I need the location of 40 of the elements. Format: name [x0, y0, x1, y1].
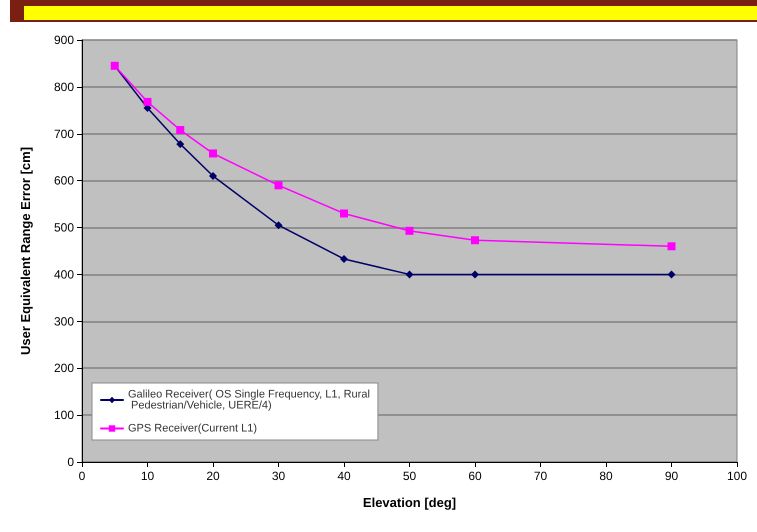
y-tick-label: 800: [54, 80, 74, 94]
y-tick-label: 500: [54, 220, 74, 235]
point: [144, 98, 152, 106]
legend-label: Galileo Receiver( OS Single Frequency, L1, Rural Pedestrian/Vehicle, UERE/4): [128, 388, 370, 412]
y-tick-label: 400: [54, 267, 74, 282]
x-tick-label: 60: [468, 469, 482, 483]
point: [406, 270, 414, 278]
point: [274, 221, 282, 230]
point: [209, 149, 217, 158]
x-tick-label: 20: [206, 469, 220, 483]
x-tick-label: 100: [726, 469, 748, 483]
point: [668, 270, 676, 278]
point: [668, 242, 676, 250]
y-tick-label: 100: [54, 408, 74, 422]
y-tick-label: 600: [54, 174, 74, 188]
y-axis-title: User Equivalent Range Error [cm]: [18, 146, 33, 356]
y-tick-label: 900: [54, 33, 74, 47]
point: [471, 236, 479, 244]
y-tick-label: 200: [54, 361, 74, 376]
point: [406, 226, 414, 235]
point: [176, 126, 184, 134]
point: [340, 254, 348, 263]
y-tick-label: 0: [67, 455, 74, 469]
x-tick-label: 70: [534, 469, 548, 483]
legend-label: GPS Receiver(Current L1): [128, 422, 257, 434]
x-axis-title: Elevation [deg]: [362, 495, 456, 510]
x-tick-label: 0: [78, 469, 86, 483]
x-tick-label: 10: [140, 469, 154, 483]
x-tick-label: 50: [402, 469, 416, 483]
y-tick-label: 700: [54, 126, 74, 141]
point: [176, 140, 184, 148]
x-tick-label: 30: [272, 469, 286, 483]
x-tick-label: 80: [599, 469, 613, 483]
point: [340, 209, 348, 218]
point: [209, 172, 217, 180]
x-tick-label: 90: [664, 469, 678, 483]
point: [274, 181, 282, 190]
y-tick-label: 300: [54, 314, 74, 328]
point: [471, 270, 479, 278]
x-tick-label: 40: [337, 469, 351, 483]
